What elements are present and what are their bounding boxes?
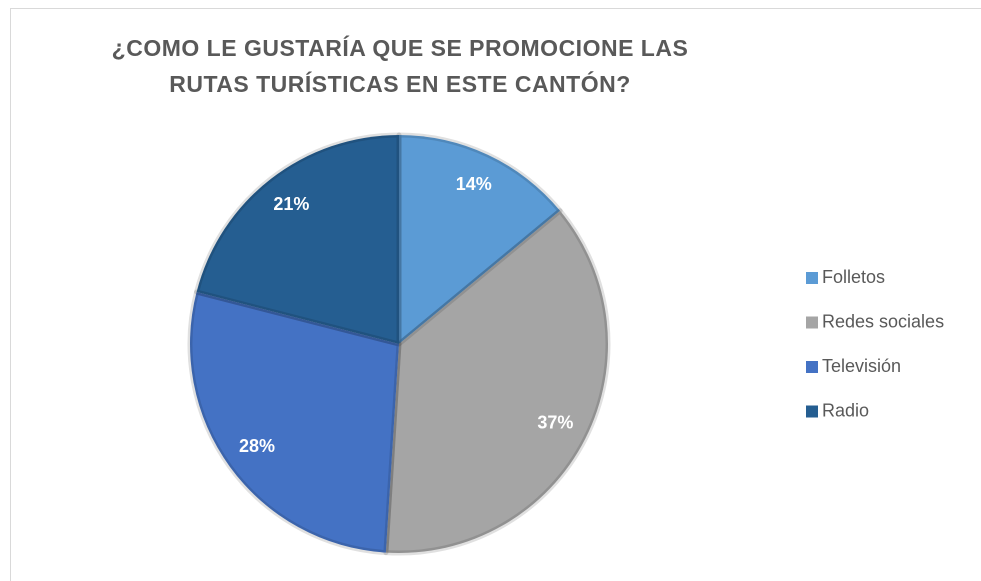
chart-title: ¿COMO LE GUSTARÍA QUE SE PROMOCIONE LAS … bbox=[111, 35, 689, 97]
legend-swatch bbox=[806, 361, 818, 373]
data-label: 21% bbox=[273, 194, 309, 214]
legend-swatch bbox=[806, 316, 818, 329]
pie-slice bbox=[187, 289, 402, 556]
legend-label: Radio bbox=[822, 400, 869, 420]
legend-swatch bbox=[806, 272, 818, 284]
data-label: 14% bbox=[456, 174, 492, 194]
legend-label: Televisión bbox=[822, 356, 901, 376]
legend-swatch bbox=[806, 405, 818, 418]
data-label: 37% bbox=[537, 412, 573, 432]
pie-slice bbox=[383, 208, 611, 556]
data-label: 28% bbox=[239, 436, 275, 456]
legend-label: Redes sociales bbox=[822, 311, 944, 331]
legend-label: Folletos bbox=[822, 267, 885, 287]
pie-slice bbox=[396, 132, 563, 347]
pie-slice bbox=[194, 132, 402, 347]
